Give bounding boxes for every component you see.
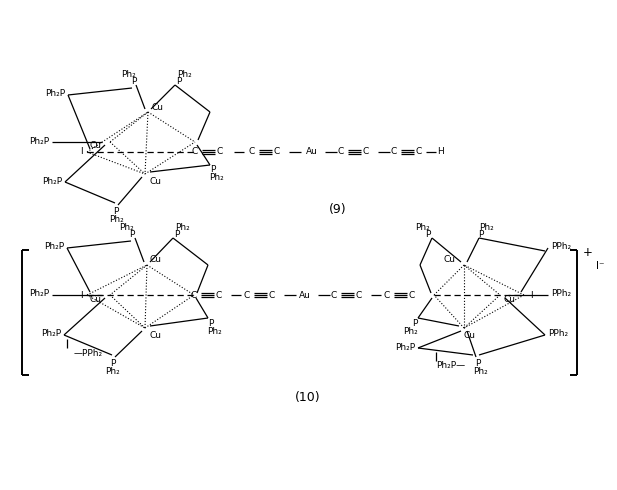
Text: Ph₂: Ph₂ — [473, 368, 487, 376]
Text: P: P — [412, 318, 418, 327]
Text: Au: Au — [299, 291, 311, 299]
Text: Ph₂: Ph₂ — [208, 326, 222, 336]
Text: Ph₂P: Ph₂P — [29, 290, 49, 298]
Text: Ph₂: Ph₂ — [479, 223, 494, 232]
Text: C: C — [391, 147, 397, 156]
Text: C: C — [384, 291, 390, 299]
Text: (9): (9) — [329, 203, 347, 217]
Text: Ph₂P: Ph₂P — [41, 329, 61, 339]
Text: C: C — [363, 147, 369, 156]
Text: P: P — [425, 230, 431, 240]
Text: Ph₂P: Ph₂P — [45, 90, 65, 98]
Text: Ph₂: Ph₂ — [106, 368, 120, 376]
Text: P: P — [176, 77, 181, 87]
Text: Cu: Cu — [504, 294, 516, 303]
Text: Ph₂: Ph₂ — [210, 173, 225, 182]
Text: I: I — [80, 147, 82, 156]
Text: Ph₂P—: Ph₂P— — [436, 362, 465, 370]
Text: C: C — [416, 147, 422, 156]
Text: PPh₂: PPh₂ — [548, 329, 568, 339]
Text: P: P — [114, 207, 118, 217]
Text: C: C — [192, 147, 198, 156]
Text: C: C — [274, 147, 280, 156]
Text: Au: Au — [306, 147, 318, 156]
Text: P: P — [210, 166, 216, 174]
Text: Ph₂: Ph₂ — [404, 326, 418, 336]
Text: C: C — [338, 147, 344, 156]
Text: C: C — [249, 147, 255, 156]
Text: (10): (10) — [295, 392, 321, 405]
Text: C: C — [409, 291, 415, 299]
Text: Cu: Cu — [463, 332, 475, 341]
Text: Cu: Cu — [90, 294, 102, 303]
Text: Ph₂: Ph₂ — [109, 216, 123, 224]
Text: Cu: Cu — [90, 142, 102, 150]
Text: C: C — [244, 291, 250, 299]
Text: Cu: Cu — [444, 255, 456, 265]
Text: I: I — [80, 291, 82, 299]
Text: —PPh₂: —PPh₂ — [74, 348, 103, 358]
Text: Cu: Cu — [149, 176, 161, 186]
Text: C: C — [331, 291, 337, 299]
Text: H: H — [437, 147, 444, 156]
Text: P: P — [131, 77, 137, 87]
Text: P: P — [175, 230, 180, 240]
Text: Ph₂P: Ph₂P — [29, 137, 49, 146]
Text: Ph₂: Ph₂ — [176, 71, 191, 79]
Text: Ph₂: Ph₂ — [175, 223, 189, 232]
Text: PPh₂: PPh₂ — [551, 290, 571, 298]
Text: Cu: Cu — [149, 332, 161, 341]
Text: Ph₂: Ph₂ — [122, 71, 136, 79]
Text: Cu: Cu — [150, 255, 162, 265]
Text: C: C — [356, 291, 362, 299]
Text: P: P — [209, 318, 213, 327]
Text: +: + — [583, 246, 593, 260]
Text: I: I — [529, 291, 532, 299]
Text: C: C — [217, 147, 223, 156]
Text: P: P — [475, 360, 481, 368]
Text: P: P — [478, 230, 484, 240]
Text: Ph₂P: Ph₂P — [44, 243, 64, 251]
Text: C: C — [216, 291, 222, 299]
Text: Ph₂: Ph₂ — [120, 223, 135, 232]
Text: Ph₂P: Ph₂P — [395, 343, 415, 351]
Text: PPh₂: PPh₂ — [551, 243, 571, 251]
Text: I⁻: I⁻ — [596, 261, 604, 271]
Text: C: C — [191, 291, 197, 299]
Text: P: P — [130, 230, 135, 240]
Text: Ph₂: Ph₂ — [416, 223, 431, 232]
Text: Ph₂P: Ph₂P — [42, 176, 62, 186]
Text: C: C — [269, 291, 275, 299]
Text: Cu: Cu — [151, 102, 163, 112]
Text: P: P — [110, 360, 116, 368]
